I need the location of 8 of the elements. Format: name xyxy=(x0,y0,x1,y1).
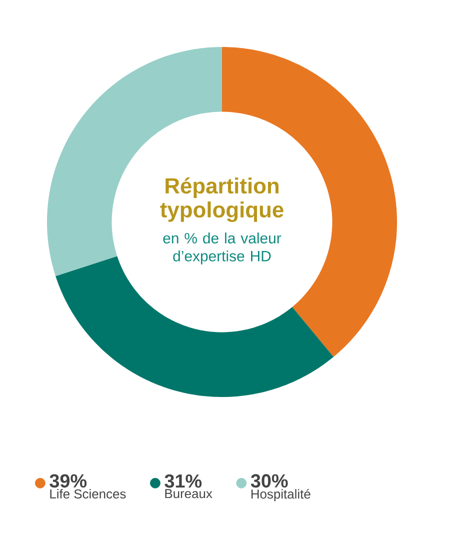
data-label: 30% xyxy=(250,474,288,488)
legend-label: Hospitalité xyxy=(251,488,310,502)
text: en % de la valeur d’expertise HD xyxy=(163,232,282,264)
legend-label: Bureaux xyxy=(165,489,212,498)
text: Répartition typologique xyxy=(160,177,284,222)
data-label: 39% xyxy=(50,474,87,488)
legend-label: Life Sciences xyxy=(50,489,126,499)
data-label: 31% xyxy=(164,474,202,488)
